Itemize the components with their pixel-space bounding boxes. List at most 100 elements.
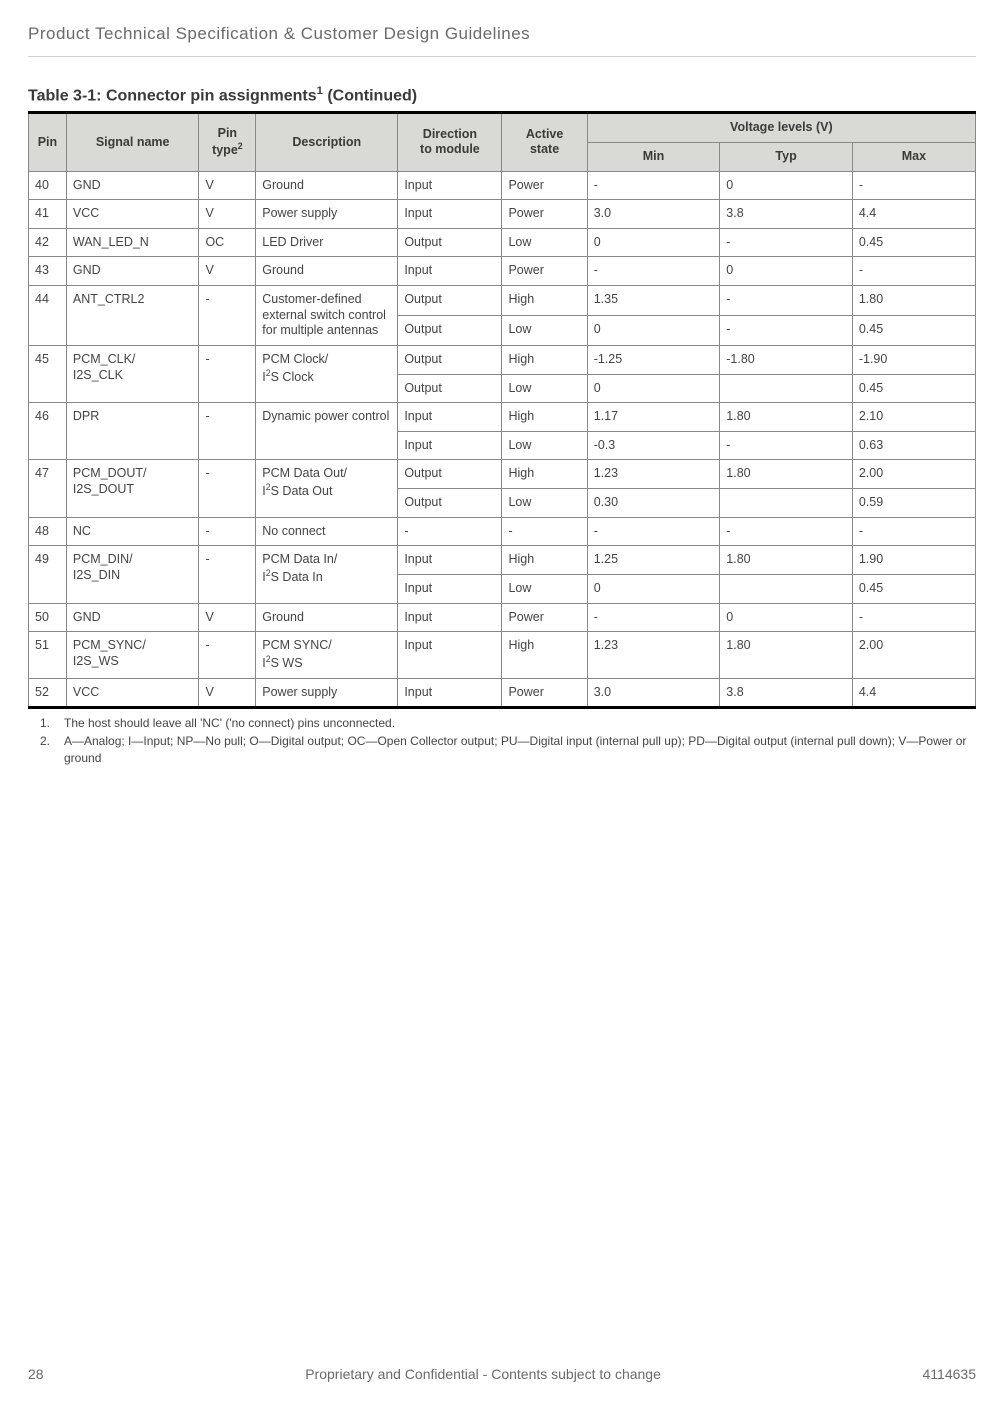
footnote: 2.A—Analog; I—Input; NP—No pull; O—Digit…: [40, 733, 976, 765]
cell-max: 2.00: [852, 632, 975, 678]
cell-pin: 46: [29, 403, 67, 460]
cell-min: -: [587, 517, 720, 546]
cell-dir: Output: [398, 286, 502, 316]
caption-suffix: (Continued): [323, 87, 417, 104]
table-row: 44ANT_CTRL2-Customer-defined external sw…: [29, 286, 976, 316]
cell-dir: Input: [398, 171, 502, 200]
cell-typ: -: [720, 431, 853, 460]
cell-pintype: -: [199, 546, 256, 603]
cell-max: 4.4: [852, 678, 975, 708]
cell-act: Power: [502, 200, 587, 229]
cell-signal: VCC: [66, 678, 199, 708]
cell-signal: PCM_CLK/I2S_CLK: [66, 345, 199, 402]
th-vtyp: Typ: [720, 142, 853, 171]
cell-desc: Dynamic power control: [256, 403, 398, 460]
table-row: 50GNDVGroundInputPower-0-: [29, 603, 976, 632]
cell-pintype: -: [199, 345, 256, 402]
cell-min: 1.23: [587, 460, 720, 489]
cell-dir: Output: [398, 345, 502, 374]
cell-pintype: V: [199, 171, 256, 200]
table-row: 47PCM_DOUT/I2S_DOUT-PCM Data Out/I2S Dat…: [29, 460, 976, 489]
cell-desc: Customer-defined external switch control…: [256, 286, 398, 346]
cell-dir: -: [398, 517, 502, 546]
cell-typ: -: [720, 286, 853, 316]
cell-max: -: [852, 517, 975, 546]
cell-signal: GND: [66, 603, 199, 632]
footer-page: 28: [28, 1366, 44, 1382]
caption-main: Connector pin assignments: [106, 87, 317, 104]
cell-max: 2.10: [852, 403, 975, 432]
cell-pin: 51: [29, 632, 67, 678]
cell-pin: 48: [29, 517, 67, 546]
cell-pin: 45: [29, 345, 67, 402]
cell-pintype: -: [199, 403, 256, 460]
cell-desc: PCM SYNC/I2S WS: [256, 632, 398, 678]
cell-max: 0.59: [852, 489, 975, 518]
cell-typ: -: [720, 228, 853, 257]
cell-pin: 41: [29, 200, 67, 229]
cell-dir: Input: [398, 200, 502, 229]
doc-title: Product Technical Specification & Custom…: [28, 24, 976, 57]
cell-max: 0.45: [852, 574, 975, 603]
cell-typ: 0: [720, 257, 853, 286]
table-row: 49PCM_DIN/I2S_DIN-PCM Data In/I2S Data I…: [29, 546, 976, 575]
cell-signal: PCM_DIN/I2S_DIN: [66, 546, 199, 603]
cell-act: High: [502, 632, 587, 678]
cell-typ: 1.80: [720, 546, 853, 575]
cell-act: High: [502, 286, 587, 316]
cell-max: 4.4: [852, 200, 975, 229]
cell-signal: NC: [66, 517, 199, 546]
cell-min: -1.25: [587, 345, 720, 374]
cell-pin: 49: [29, 546, 67, 603]
cell-dir: Input: [398, 574, 502, 603]
cell-dir: Input: [398, 403, 502, 432]
cell-min: -: [587, 257, 720, 286]
table-row: 48NC-No connect-----: [29, 517, 976, 546]
cell-min: 3.0: [587, 678, 720, 708]
cell-max: -: [852, 603, 975, 632]
cell-desc: PCM Data In/I2S Data In: [256, 546, 398, 603]
cell-typ: -1.80: [720, 345, 853, 374]
cell-typ: 1.80: [720, 403, 853, 432]
table-body: 40GNDVGroundInputPower-0-41VCCVPower sup…: [29, 171, 976, 708]
cell-dir: Output: [398, 374, 502, 403]
cell-pin: 40: [29, 171, 67, 200]
cell-typ: [720, 574, 853, 603]
cell-typ: 3.8: [720, 678, 853, 708]
cell-dir: Input: [398, 431, 502, 460]
cell-max: 0.45: [852, 228, 975, 257]
table-row: 42WAN_LED_NOCLED DriverOutputLow0-0.45: [29, 228, 976, 257]
cell-typ: 1.80: [720, 632, 853, 678]
th-pin: Pin: [29, 113, 67, 171]
cell-act: High: [502, 403, 587, 432]
cell-desc: No connect: [256, 517, 398, 546]
cell-pintype: V: [199, 257, 256, 286]
cell-max: 0.45: [852, 374, 975, 403]
cell-min: 0: [587, 228, 720, 257]
cell-desc: Ground: [256, 603, 398, 632]
cell-min: 1.23: [587, 632, 720, 678]
cell-act: Low: [502, 228, 587, 257]
table-row: 46DPR-Dynamic power controlInputHigh1.17…: [29, 403, 976, 432]
cell-act: Low: [502, 374, 587, 403]
cell-max: -: [852, 257, 975, 286]
cell-pintype: -: [199, 286, 256, 346]
footnotes: 1.The host should leave all 'NC' ('no co…: [28, 715, 976, 766]
cell-min: 0.30: [587, 489, 720, 518]
cell-max: 1.90: [852, 546, 975, 575]
th-active: Active state: [502, 113, 587, 171]
table-row: 41VCCVPower supplyInputPower3.03.84.4: [29, 200, 976, 229]
cell-typ: -: [720, 316, 853, 346]
footnote: 1.The host should leave all 'NC' ('no co…: [40, 715, 976, 731]
cell-pintype: -: [199, 517, 256, 546]
cell-signal: GND: [66, 257, 199, 286]
cell-dir: Output: [398, 316, 502, 346]
cell-signal: GND: [66, 171, 199, 200]
cell-dir: Output: [398, 228, 502, 257]
cell-typ: [720, 374, 853, 403]
cell-pintype: -: [199, 460, 256, 517]
cell-desc: PCM Clock/I2S Clock: [256, 345, 398, 402]
th-vmin: Min: [587, 142, 720, 171]
cell-desc: Power supply: [256, 678, 398, 708]
cell-act: Low: [502, 574, 587, 603]
